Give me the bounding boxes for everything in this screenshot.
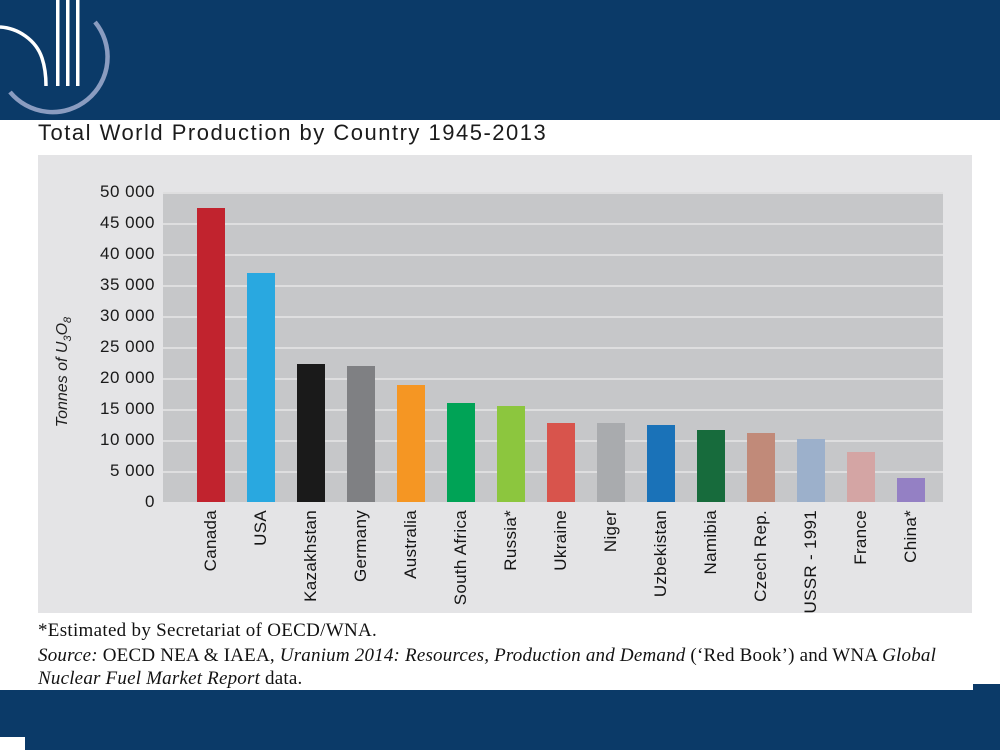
bar-ukraine bbox=[547, 422, 575, 502]
x-label-cell: USA bbox=[236, 510, 286, 613]
source-text-segment: Global Nuclear Fuel Market Report bbox=[38, 645, 937, 689]
bar-uzbekistan bbox=[647, 425, 675, 502]
x-label-uzbekistan: Uzbekistan bbox=[651, 510, 670, 598]
wna-logo-icon bbox=[0, 0, 110, 115]
x-label-canada: Canada bbox=[201, 510, 220, 572]
source-text-segment: (‘Red Book’) and WNA bbox=[685, 645, 883, 666]
header-band bbox=[0, 0, 1000, 120]
bar-russia bbox=[497, 405, 525, 502]
x-label-cell: Czech Rep. bbox=[736, 510, 786, 613]
x-label-france: France bbox=[851, 510, 870, 565]
bar-slot bbox=[886, 478, 936, 502]
y-tick-50000: 50 000 bbox=[100, 182, 155, 201]
plot-area bbox=[163, 192, 943, 502]
x-label-namibia: Namibia bbox=[701, 510, 720, 575]
bar-niger bbox=[597, 423, 625, 502]
x-label-cell: Namibia bbox=[686, 510, 736, 613]
y-tick-0: 0 bbox=[145, 492, 155, 511]
x-label-cell: Kazakhstan bbox=[286, 510, 336, 613]
footnote-source: Source: OECD NEA & IAEA, Uranium 2014: R… bbox=[38, 645, 983, 690]
x-label-cell: China* bbox=[886, 510, 936, 613]
x-label-cell: South Africa bbox=[436, 510, 486, 613]
x-label-cell: Canada bbox=[186, 510, 236, 613]
footer-step-accent bbox=[973, 684, 1000, 690]
y-axis-ticks: 50 000 45 000 40 000 35 000 30 000 25 000 20 0… bbox=[38, 182, 155, 511]
bar-slot bbox=[536, 422, 586, 502]
bar-namibia bbox=[697, 430, 725, 502]
y-tick-45000: 45 000 bbox=[100, 213, 155, 232]
chart-panel: Tonnes of U3O8 50 000 45 000 40 000 35 000 3… bbox=[38, 155, 972, 613]
bar-slot bbox=[436, 403, 486, 502]
y-tick-15000: 15 000 bbox=[100, 399, 155, 418]
bar-china bbox=[897, 478, 925, 502]
bar-australia bbox=[397, 384, 425, 502]
y-tick-5000: 5 000 bbox=[109, 461, 155, 480]
x-label-cell: Germany bbox=[336, 510, 386, 613]
x-label-cell: Uzbekistan bbox=[636, 510, 686, 613]
x-label-germany: Germany bbox=[351, 510, 370, 583]
x-label-russia: Russia* bbox=[501, 510, 520, 571]
y-tick-30000: 30 000 bbox=[100, 306, 155, 325]
bar-slot bbox=[586, 423, 636, 502]
bar-slot bbox=[636, 425, 686, 502]
bar-kazakhstan bbox=[297, 364, 325, 502]
footer-band bbox=[0, 690, 1000, 737]
source-text-segment: data. bbox=[260, 667, 303, 689]
y-tick-40000: 40 000 bbox=[100, 244, 155, 263]
x-label-kazakhstan: Kazakhstan bbox=[301, 510, 320, 602]
bar-slot bbox=[686, 430, 736, 502]
source-text-segment: OECD NEA & IAEA, bbox=[97, 645, 280, 666]
x-label-czech-rep: Czech Rep. bbox=[751, 510, 770, 602]
bar-canada bbox=[197, 207, 225, 502]
x-label-south-africa: South Africa bbox=[451, 510, 470, 606]
footnote-estimate: *Estimated by Secretariat of OECD/WNA. bbox=[38, 620, 378, 641]
x-label-ukraine: Ukraine bbox=[551, 510, 570, 571]
bar-slot bbox=[786, 438, 836, 502]
x-label-usa: USA bbox=[251, 510, 270, 546]
y-tick-25000: 25 000 bbox=[100, 337, 155, 356]
x-label-cell: Russia* bbox=[486, 510, 536, 613]
bar-germany bbox=[347, 366, 375, 502]
x-label-australia: Australia bbox=[401, 510, 420, 579]
x-axis-labels: Canada USA Kazakhstan Germany Australia South… bbox=[186, 510, 936, 613]
x-label-cell: Niger bbox=[586, 510, 636, 613]
x-label-cell: Ukraine bbox=[536, 510, 586, 613]
bar-slot bbox=[486, 405, 536, 502]
x-label-cell: Australia bbox=[386, 510, 436, 613]
x-label-cell: France bbox=[836, 510, 886, 613]
bar-france bbox=[847, 452, 875, 502]
x-label-cell: USSR - 1991 bbox=[786, 510, 836, 613]
y-tick-20000: 20 000 bbox=[100, 368, 155, 387]
bar-slot bbox=[236, 272, 286, 502]
y-tick-10000: 10 000 bbox=[100, 430, 155, 449]
bar-slot bbox=[736, 433, 786, 502]
bar-ussr-1991 bbox=[797, 438, 825, 502]
bar-czech-rep bbox=[747, 433, 775, 502]
source-text-segment: Source: bbox=[38, 645, 98, 666]
bar-slot bbox=[836, 452, 886, 502]
bar-slot bbox=[386, 384, 436, 502]
source-text-segment: Uranium 2014: Resources, Production and … bbox=[279, 645, 686, 666]
bar-slot bbox=[336, 366, 386, 502]
bar-usa bbox=[247, 272, 275, 502]
x-label-niger: Niger bbox=[601, 510, 620, 553]
page-title: Total World Production by Country 1945-2… bbox=[38, 120, 548, 145]
footer-band-lower bbox=[25, 737, 1000, 750]
bar-slot bbox=[186, 207, 236, 502]
bar-south-africa bbox=[447, 403, 475, 502]
bar-slot bbox=[286, 364, 336, 502]
y-tick-35000: 35 000 bbox=[100, 275, 155, 294]
x-label-ussr-1991: USSR - 1991 bbox=[801, 510, 820, 614]
x-label-china: China* bbox=[901, 510, 920, 563]
